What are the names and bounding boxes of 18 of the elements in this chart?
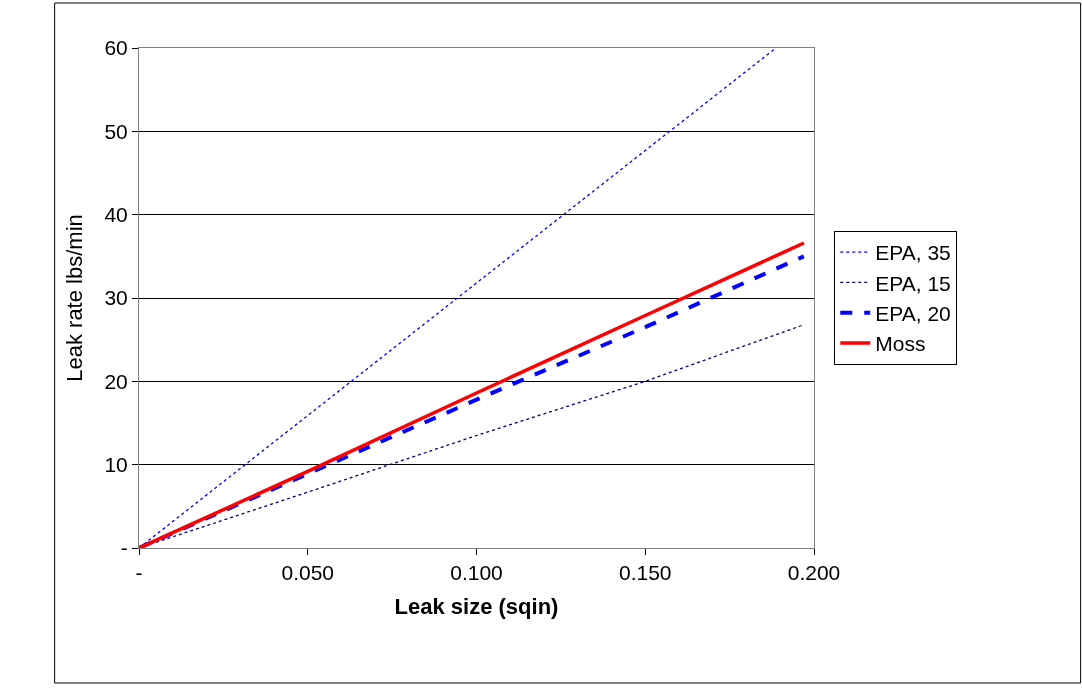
y-tick-label: 20 [104, 369, 128, 393]
legend-label: EPA, 20 [875, 301, 951, 325]
y-tick-label: 30 [104, 286, 128, 310]
y-tick-label: 40 [104, 203, 128, 227]
y-tick-label: 10 [104, 453, 128, 477]
x-tick-label: 0.100 [450, 561, 503, 585]
x-tick-label: 0.050 [281, 561, 335, 585]
y-tick-label: 50 [104, 119, 128, 143]
legend-label: EPA, 15 [875, 271, 951, 295]
legend-label: EPA, 35 [875, 241, 951, 265]
legend-label: Moss [875, 332, 926, 356]
y-axis-title: Leak rate lbs/min [62, 214, 88, 382]
y-tick-label: - [120, 536, 128, 560]
x-tick-label: 0.150 [618, 561, 672, 585]
x-tick-label: - [135, 561, 143, 585]
x-axis-title: Leak size (sqin) [394, 594, 559, 620]
x-tick-label: 0.200 [787, 561, 841, 585]
y-tick-label: 60 [104, 36, 128, 60]
